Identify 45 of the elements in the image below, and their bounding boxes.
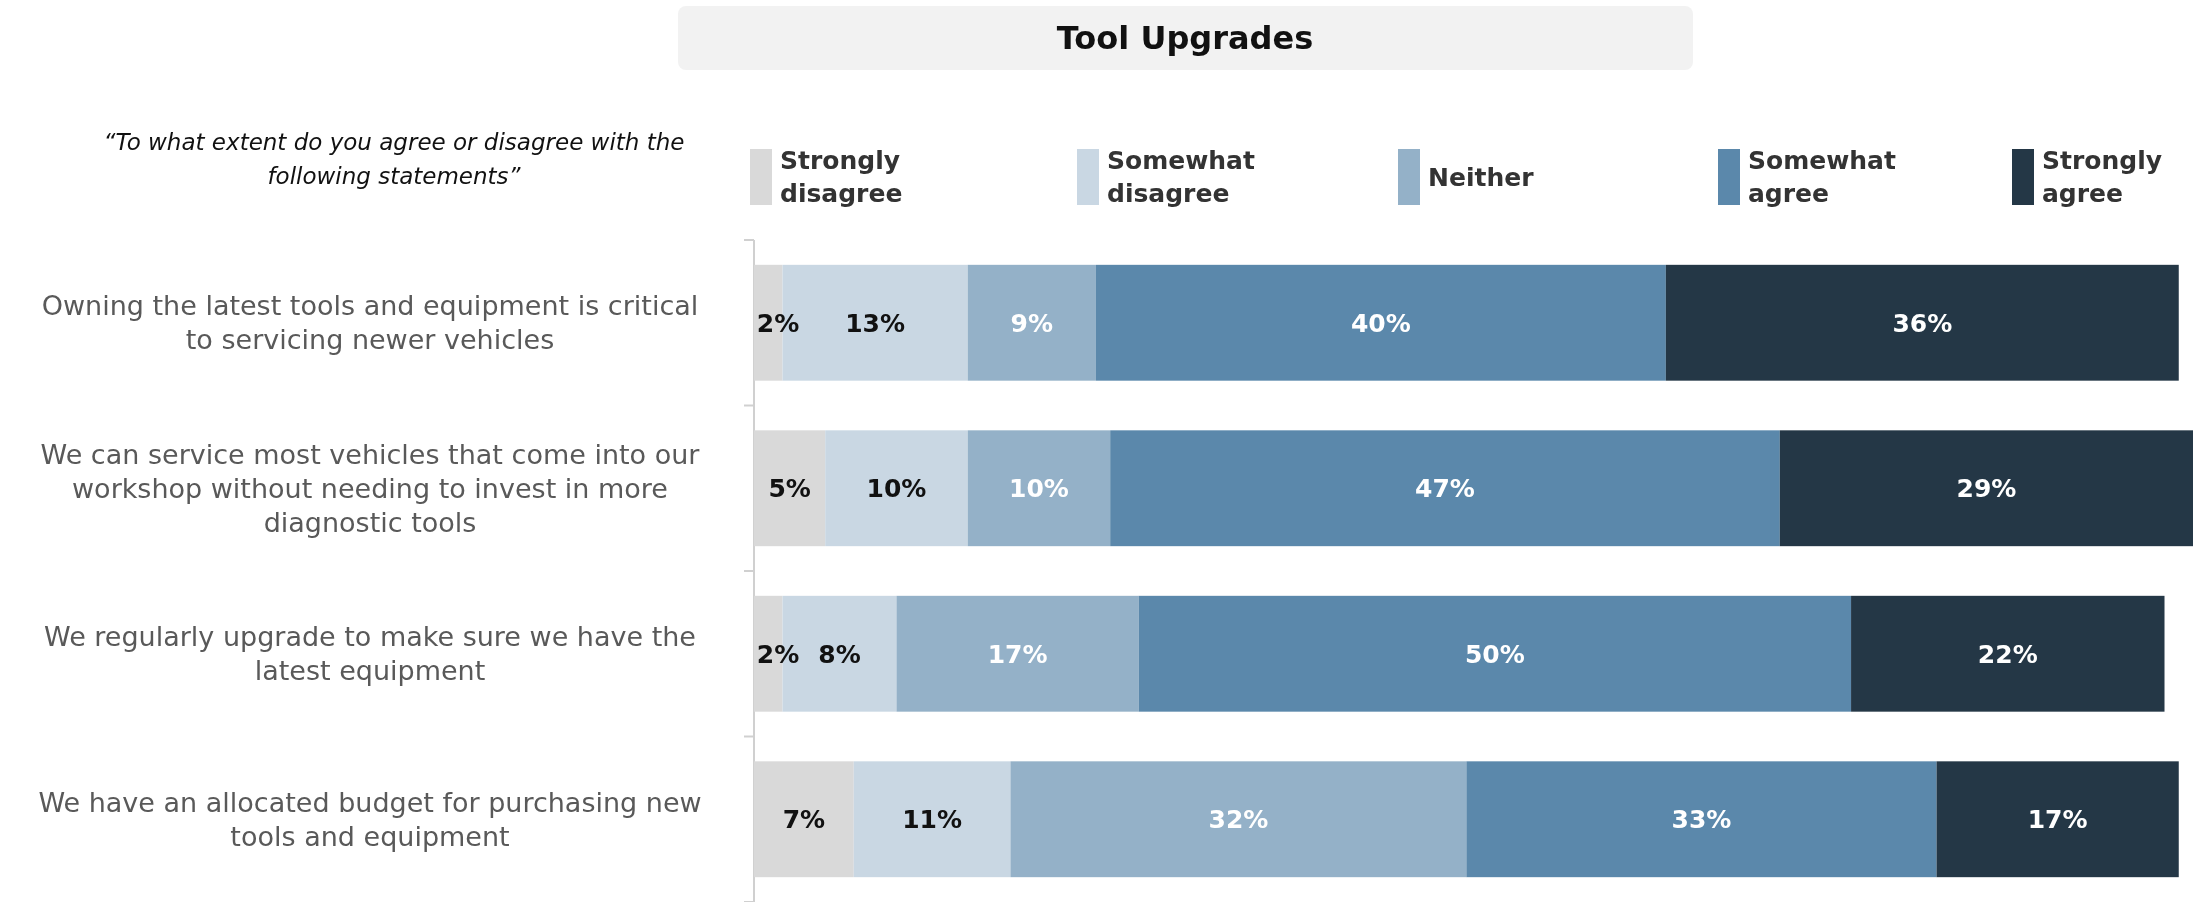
legend-label: Neither	[1428, 162, 1535, 192]
data-label: 29%	[1956, 474, 2017, 503]
data-label: 40%	[1350, 308, 1411, 338]
bar	[1466, 761, 1937, 878]
bar	[1010, 761, 1467, 878]
legend-label: Strongly disagree	[780, 146, 903, 209]
data-label: 36%	[1892, 308, 1953, 338]
data-label: 11%	[902, 805, 963, 834]
y-tick-label: We regularly upgrade to make sure we have the latest equipment	[44, 621, 696, 687]
data-label: 22%	[1977, 639, 2038, 669]
bar	[967, 264, 1096, 381]
bar	[1851, 595, 2165, 712]
bar	[1095, 264, 1666, 381]
bar	[853, 761, 1011, 878]
data-label: 7%	[782, 805, 826, 834]
data-label: 2%	[756, 308, 800, 338]
data-label: 50%	[1464, 639, 1525, 669]
bar	[825, 430, 968, 547]
data-label: 2%	[756, 639, 800, 669]
legend-label: Somewhat agree	[1748, 146, 1896, 209]
y-tick-label: We can service most vehicles that come into our workshop without needing to invest in more diagnostic tools	[40, 438, 701, 538]
bar	[1779, 430, 2193, 547]
data-label: 32%	[1208, 805, 1269, 834]
bar	[1936, 761, 2179, 878]
data-label: 33%	[1671, 805, 1732, 834]
data-label: 10%	[1009, 474, 1069, 503]
legend-label: Strongly agree	[2042, 146, 2163, 209]
data-label: 17%	[2027, 805, 2088, 834]
y-tick-label: Owning the latest tools and equipment is critical to servicing newer vehicles	[41, 290, 699, 356]
bar	[1110, 430, 1780, 547]
data-label: 17%	[987, 639, 1048, 669]
legend-label: Somewhat disagree	[1107, 146, 1255, 209]
chart-title: Tool Upgrades	[1056, 19, 1314, 58]
data-label: 5%	[768, 474, 811, 503]
data-label: 47%	[1415, 474, 1475, 503]
bar	[1665, 264, 2179, 381]
bar	[1138, 595, 1852, 712]
data-label: 10%	[866, 474, 927, 503]
text: “To what extent do you agree or disagree with the following statements”	[103, 129, 685, 189]
bar	[896, 595, 1139, 712]
data-label: 9%	[1010, 308, 1054, 338]
bar	[967, 430, 1111, 547]
data-label: 8%	[818, 639, 861, 669]
data-label: 13%	[845, 308, 906, 338]
y-tick-label: We have an allocated budget for purchasing new tools and equipment	[38, 786, 702, 852]
